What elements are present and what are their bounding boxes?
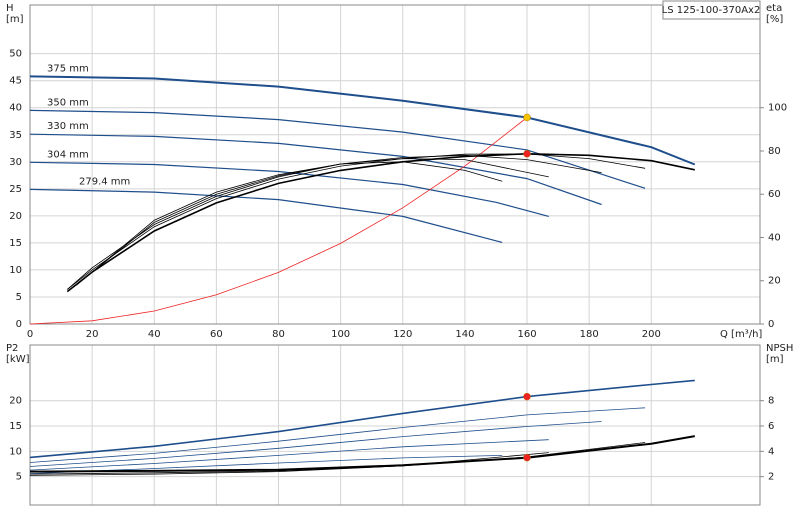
y2-axis-label: [%]	[766, 14, 783, 25]
y2-axis-label: eta	[766, 3, 782, 14]
duty-point	[523, 453, 531, 462]
x-tick-label: 160	[517, 329, 536, 340]
y2-tick-label: 60	[768, 189, 781, 200]
x-tick-label: 100	[331, 329, 350, 340]
curve	[29, 421, 602, 467]
curve	[29, 452, 549, 476]
curve	[29, 439, 549, 471]
y2-tick-label: 4	[768, 446, 774, 457]
curve-label: 350 mm	[47, 97, 89, 108]
x-tick-label: 20	[86, 329, 99, 340]
y2-tick-label: 6	[768, 421, 774, 432]
curve-label: 304 mm	[47, 149, 89, 160]
curve	[29, 407, 646, 463]
y-tick-label: 15	[9, 421, 22, 432]
y-axis-label: P2	[6, 343, 18, 354]
y-tick-label: 10	[9, 446, 22, 457]
curve	[29, 117, 528, 325]
x-tick-label: 180	[580, 329, 599, 340]
y-axis-label: H	[6, 3, 14, 14]
curve	[29, 379, 695, 459]
y2-tick-label: 80	[768, 146, 781, 157]
y-tick-label: 20	[9, 211, 22, 222]
curve	[29, 161, 549, 217]
model-label: LS 125-100-370Ax2	[662, 5, 761, 16]
y-axis-label: [m]	[6, 14, 24, 25]
curve	[29, 133, 602, 206]
curve	[29, 442, 646, 475]
y-tick-label: 15	[9, 238, 22, 249]
y2-tick-label: 20	[768, 276, 781, 287]
y-tick-label: 40	[9, 103, 22, 114]
curve	[73, 158, 549, 288]
y-tick-label: 5	[16, 292, 22, 303]
curve	[67, 154, 602, 290]
x-tick-label: 120	[393, 329, 412, 340]
curve	[76, 161, 503, 286]
y-tick-label: 5	[16, 472, 22, 483]
y-tick-label: 20	[9, 396, 22, 407]
x-tick-label: 200	[642, 329, 661, 340]
curve	[29, 75, 696, 166]
plot-frame	[29, 4, 761, 325]
y2-axis-label: [m]	[766, 354, 784, 365]
x-tick-label: 0	[27, 329, 33, 340]
y-tick-label: 50	[9, 49, 22, 60]
y-tick-label: 25	[9, 184, 22, 195]
y-tick-label: 45	[9, 76, 22, 87]
y2-axis-label: NPSH	[766, 343, 793, 354]
x-tick-label: 80	[272, 329, 285, 340]
x-tick-label: 60	[210, 329, 223, 340]
y-tick-label: 10	[9, 265, 22, 276]
y2-tick-label: 40	[768, 232, 781, 243]
y-tick-label: 30	[9, 157, 22, 168]
x-axis-label: Q [m³/h]	[720, 329, 762, 340]
y2-tick-label: 0	[768, 319, 774, 330]
duty-point	[523, 113, 531, 122]
curve-label: 279.4 mm	[79, 176, 130, 187]
duty-point	[523, 150, 531, 158]
curve	[67, 153, 646, 290]
curve-label: 375 mm	[47, 63, 89, 74]
curve	[29, 188, 503, 243]
model-box	[662, 0, 761, 20]
y-tick-label: 35	[9, 130, 22, 141]
curve	[29, 109, 646, 189]
curve	[29, 435, 695, 473]
duty-point	[523, 392, 531, 401]
plot-frame	[29, 344, 761, 506]
y-axis-label: [kW]	[6, 354, 30, 365]
y-tick-label: 0	[16, 319, 22, 330]
x-tick-label: 40	[148, 329, 161, 340]
y2-tick-label: 2	[768, 472, 774, 483]
curve	[66, 152, 695, 293]
y2-tick-label: 8	[768, 396, 774, 407]
x-tick-label: 140	[455, 329, 474, 340]
curve-label: 330 mm	[47, 121, 89, 132]
y2-tick-label: 100	[768, 103, 787, 114]
